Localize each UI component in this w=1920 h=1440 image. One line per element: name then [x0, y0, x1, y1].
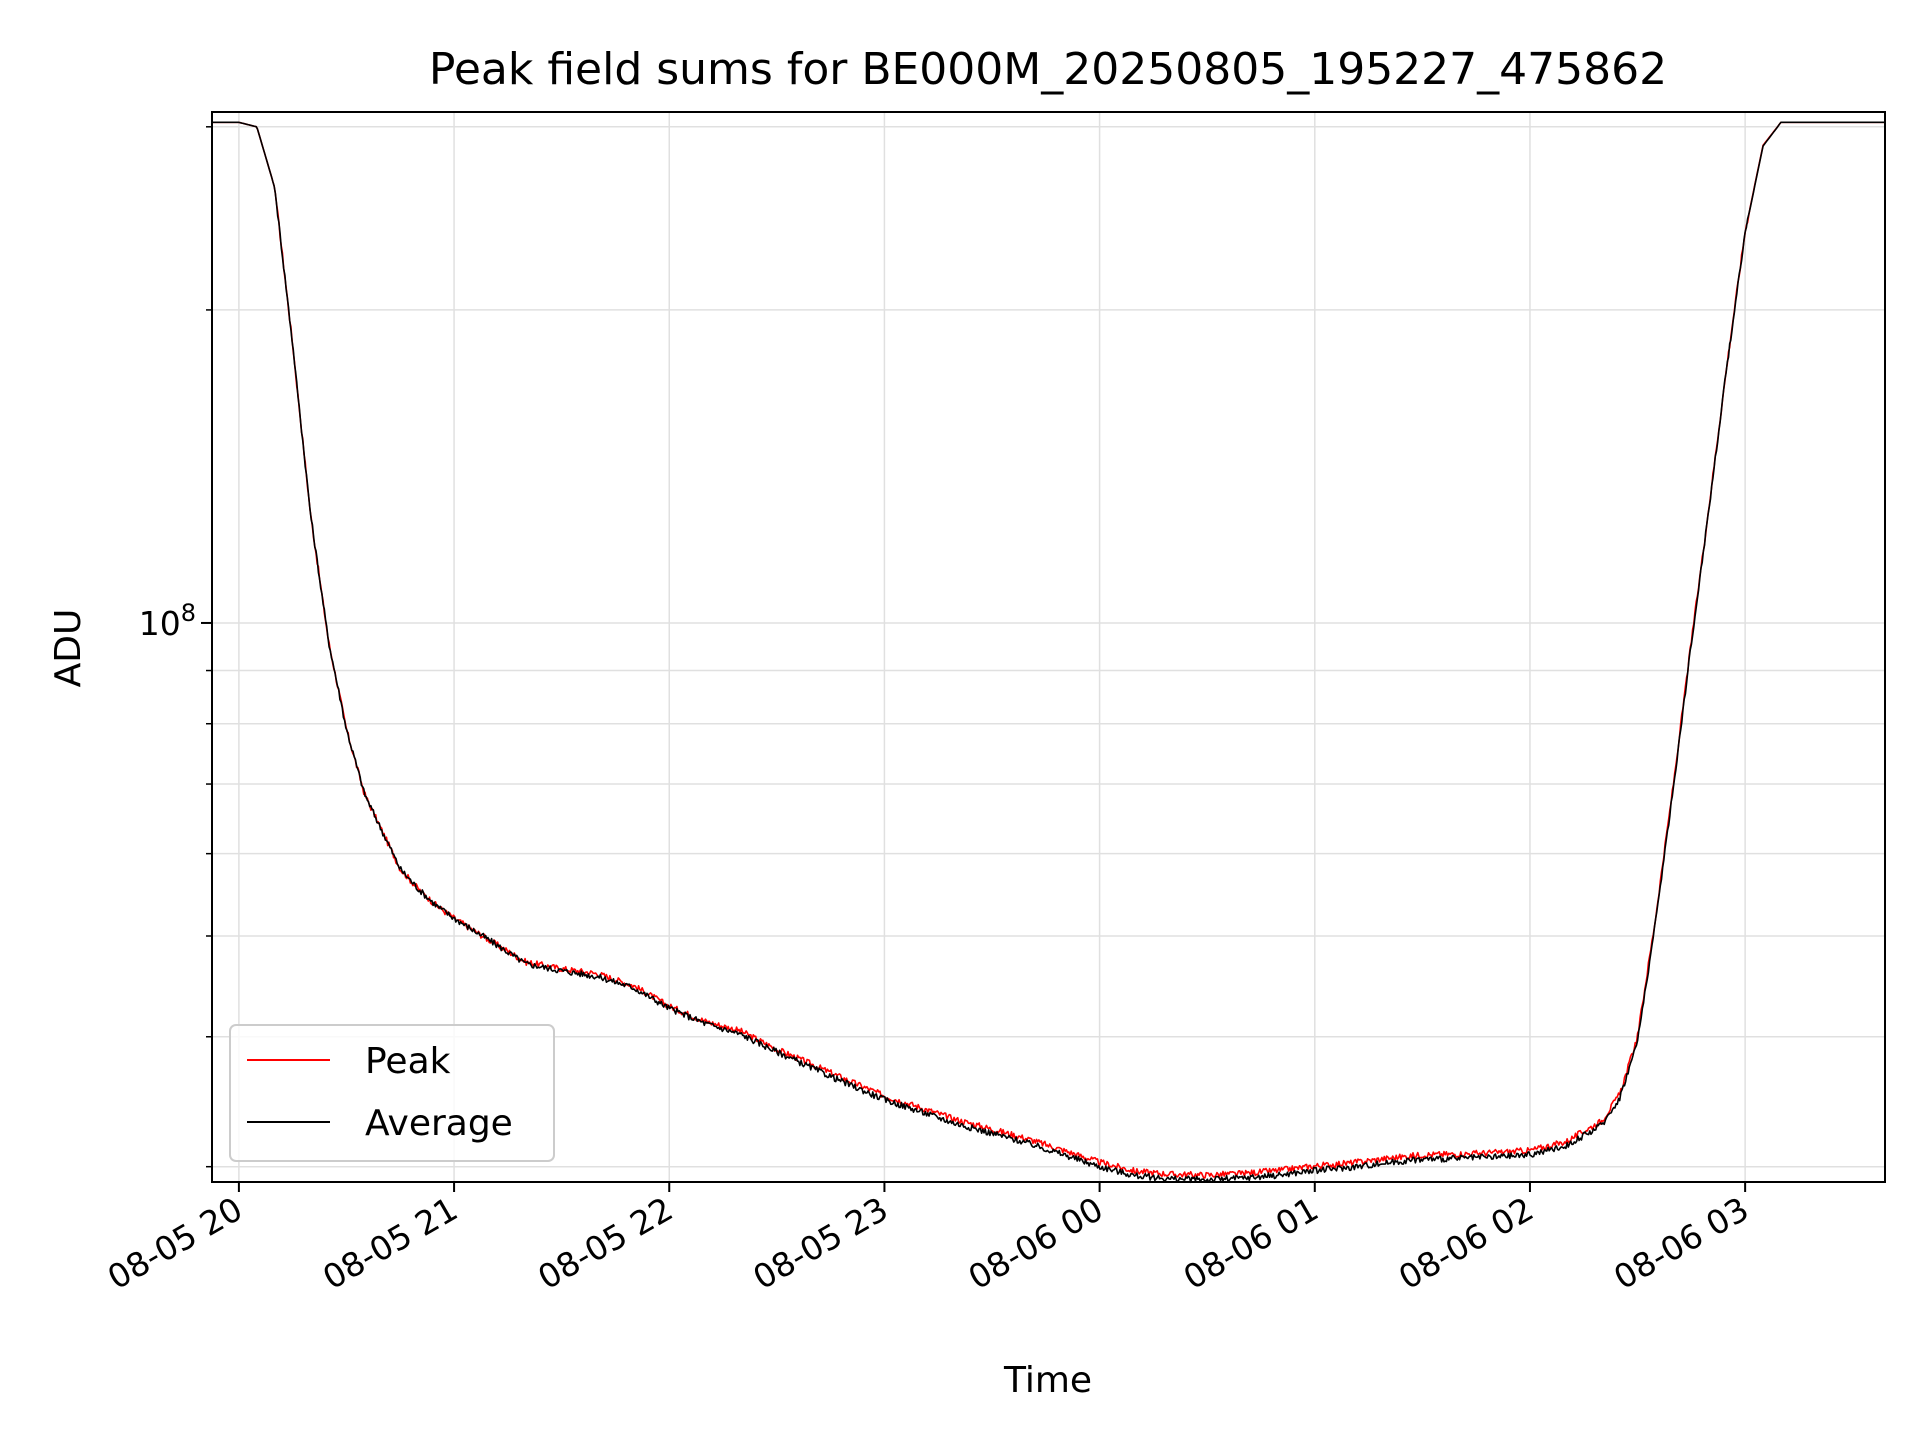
plot-frame	[211, 111, 1886, 1183]
legend-label-peak: Peak	[365, 1041, 451, 1082]
y-tick-label: 108	[139, 599, 196, 643]
legend-label-average: Average	[365, 1103, 513, 1144]
legend: Peak Average	[229, 1024, 555, 1162]
y-axis-label: ADU	[48, 609, 89, 688]
series-layer	[212, 121, 1885, 1184]
chart-title: Peak field sums for BE000M_20250805_1952…	[429, 44, 1667, 95]
x-axis-label: Time	[1003, 1360, 1092, 1401]
series-line-average	[212, 121, 1885, 1184]
grid	[212, 112, 1885, 1182]
